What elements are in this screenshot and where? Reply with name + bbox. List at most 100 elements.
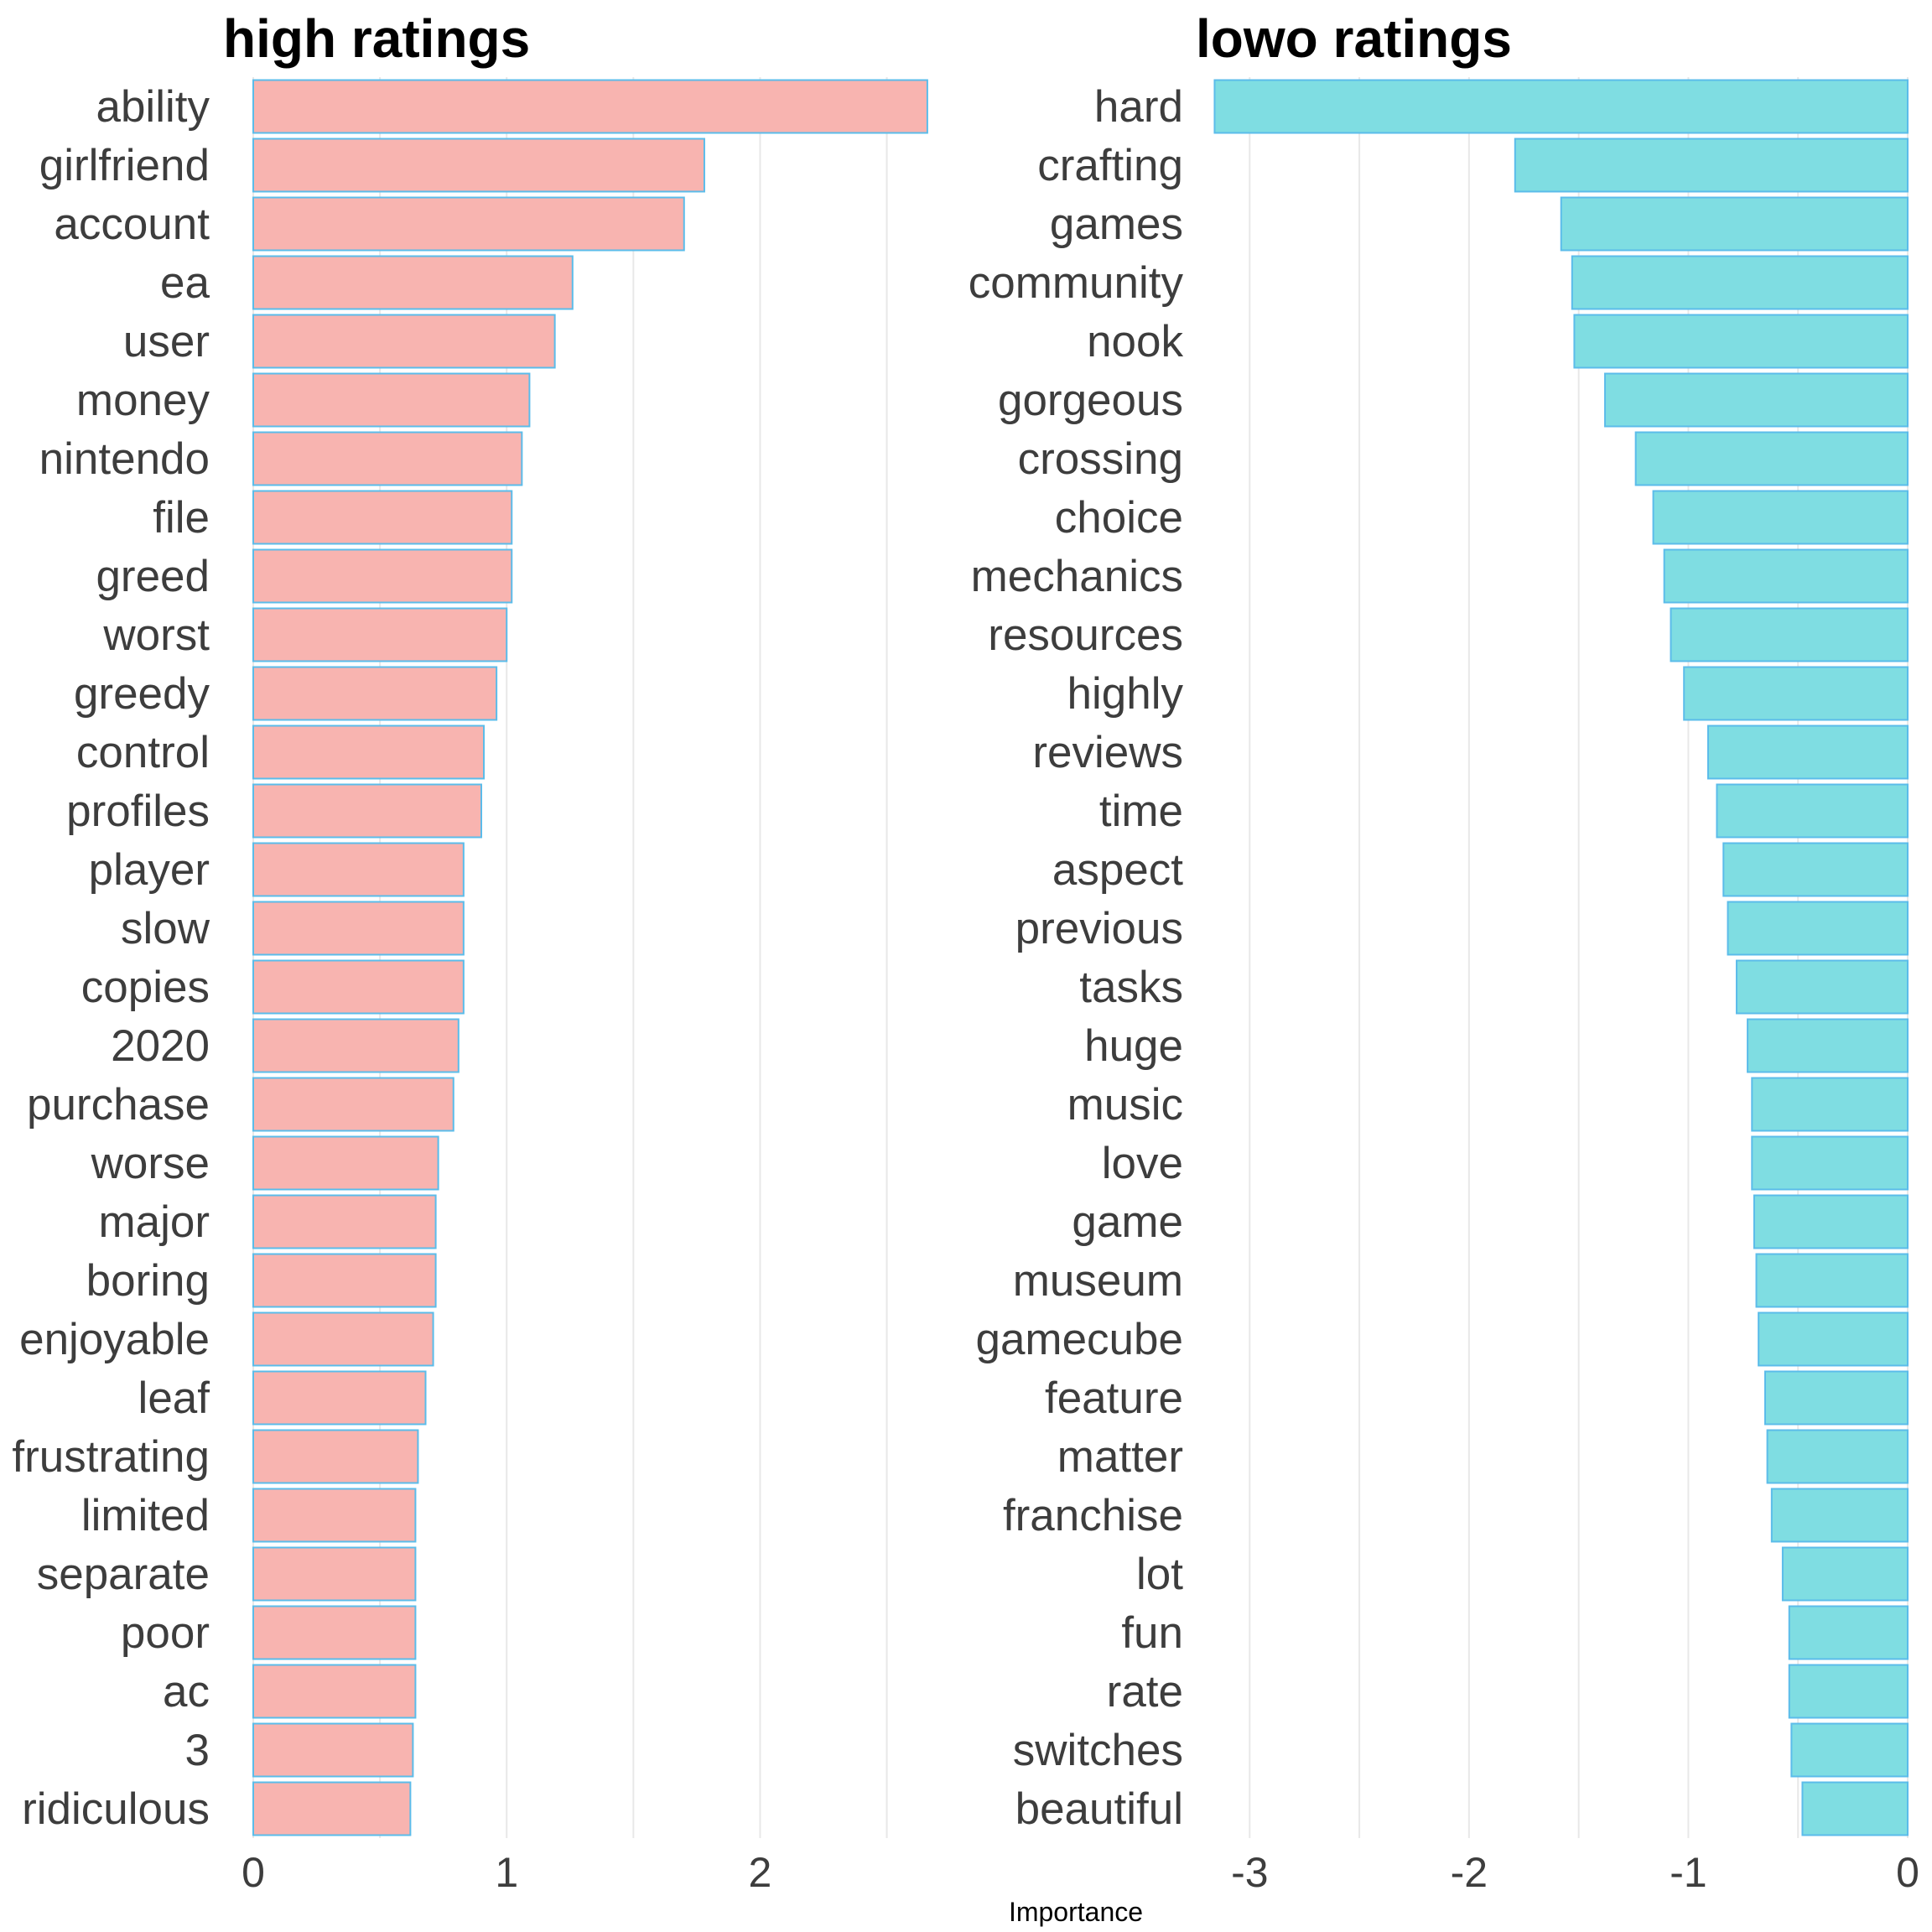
bar-gamecube [1758, 1311, 1909, 1367]
bar-huge [1747, 1018, 1909, 1073]
bar-worst [252, 607, 508, 662]
bar-hard [1213, 79, 1909, 134]
category-label: mechanics [971, 552, 1183, 601]
bar-major [252, 1194, 437, 1249]
bar-greed [252, 548, 513, 604]
category-label: hard [1094, 82, 1183, 132]
bar-profiles [252, 783, 482, 839]
bar-2020 [252, 1018, 460, 1073]
category-label: rate [1107, 1667, 1183, 1716]
panel-lowo-ratings: lowo ratings hard crafting games community no… [969, 8, 1919, 1896]
bar-highly [1683, 666, 1909, 721]
category-label: games [1050, 200, 1183, 249]
bar-previous [1727, 901, 1909, 956]
category-label: major [98, 1197, 210, 1247]
category-label: aspect [1052, 845, 1183, 895]
bar-frustrating [252, 1429, 419, 1484]
category-label: ridiculous [22, 1784, 210, 1834]
bar-girlfriend [252, 138, 705, 193]
bar-limited [252, 1488, 417, 1543]
category-label: profiles [66, 787, 210, 836]
category-label: reviews [1032, 728, 1183, 777]
category-label: fun [1121, 1608, 1183, 1658]
bar-music [1751, 1077, 1909, 1132]
bar-museum [1755, 1253, 1909, 1308]
category-label: control [76, 728, 210, 777]
bar-separate [252, 1546, 417, 1602]
bar-control [252, 724, 486, 780]
bar-copies [252, 959, 465, 1015]
bar-mechanics [1663, 548, 1909, 604]
bar-game [1753, 1194, 1909, 1249]
bar-fun [1788, 1605, 1909, 1660]
category-label: copies [81, 963, 210, 1012]
bar-slow [252, 901, 465, 956]
bar-file [252, 490, 513, 545]
category-label: frustrating [12, 1432, 210, 1482]
category-label: highly [1067, 669, 1184, 719]
category-label: music [1067, 1080, 1183, 1130]
category-label: franchise [1003, 1491, 1183, 1540]
bar-account [252, 196, 685, 252]
bar-community [1571, 255, 1909, 310]
bar-leaf [252, 1370, 427, 1426]
category-label: nook [1087, 317, 1183, 366]
category-label: choice [1055, 493, 1183, 543]
category-label: huge [1084, 1021, 1183, 1071]
category-label: time [1099, 787, 1183, 836]
category-label: boring [86, 1256, 210, 1306]
category-label: museum [1013, 1256, 1183, 1306]
category-label: player [89, 845, 210, 895]
bar-reviews [1706, 724, 1909, 780]
category-label: community [969, 258, 1184, 308]
category-label: ac [163, 1667, 210, 1716]
category-label: game [1072, 1197, 1183, 1247]
bar-ea [252, 255, 574, 310]
bar-nintendo [252, 431, 523, 486]
category-label: switches [1013, 1726, 1183, 1775]
bar-worse [252, 1135, 439, 1191]
x-tick-label: -1 [1670, 1849, 1706, 1896]
bar-boring [252, 1253, 437, 1308]
x-tick-label: 0 [1896, 1849, 1919, 1896]
bar-crossing [1634, 431, 1909, 486]
bar-feature [1763, 1370, 1909, 1426]
x-tick-label: 1 [495, 1849, 518, 1896]
bar-nook [1573, 314, 1909, 369]
bar-resources [1670, 607, 1909, 662]
category-label: limited [81, 1491, 210, 1540]
category-label: lot [1136, 1550, 1183, 1599]
category-label: tasks [1079, 963, 1183, 1012]
category-label: enjoyable [19, 1315, 210, 1364]
panel-high-ratings: high ratings ability girlfriend account ea us… [12, 8, 928, 1896]
bar-user [252, 314, 556, 369]
category-label: purchase [27, 1080, 210, 1130]
category-label: greedy [74, 669, 210, 719]
bar-ac [252, 1664, 417, 1719]
category-label: crossing [1018, 434, 1183, 484]
panel-title: high ratings [223, 8, 530, 69]
category-label: gamecube [975, 1315, 1183, 1364]
bar-tasks [1735, 959, 1909, 1015]
bar-aspect [1722, 842, 1909, 897]
category-label: girlfriend [39, 141, 210, 190]
bar-switches [1790, 1722, 1909, 1778]
bar-gorgeous [1604, 372, 1909, 428]
category-label: greed [96, 552, 210, 601]
category-label: money [76, 376, 210, 425]
category-label: file [153, 493, 210, 543]
category-label: worst [102, 610, 210, 660]
bar-ability [252, 79, 928, 134]
category-label: ability [96, 82, 210, 132]
bar-love [1751, 1135, 1909, 1191]
bar-enjoyable [252, 1311, 434, 1367]
bar-rate [1788, 1664, 1909, 1719]
category-label: ea [160, 258, 210, 308]
category-label: beautiful [1015, 1784, 1183, 1834]
category-label: matter [1057, 1432, 1183, 1482]
x-axis-title: Importance [1009, 1897, 1143, 1927]
category-label: 3 [185, 1726, 210, 1775]
category-label: separate [37, 1550, 210, 1599]
category-label: love [1102, 1139, 1183, 1188]
